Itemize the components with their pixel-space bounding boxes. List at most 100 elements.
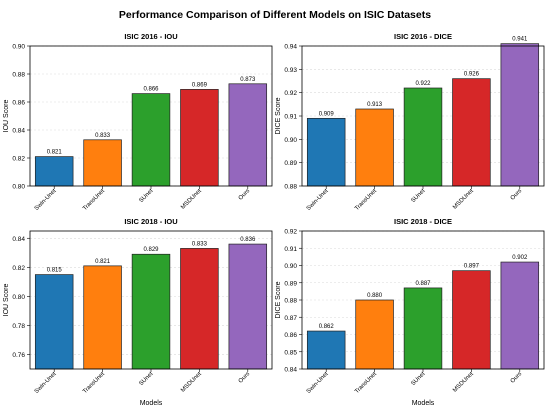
x-tick-label: MSDUnet	[452, 371, 475, 394]
chart-title: ISIC 2016 - IOU	[124, 32, 177, 41]
y-tick-label: 0.92	[284, 229, 297, 236]
bar	[306, 330, 346, 370]
axes-frame	[29, 230, 273, 370]
bar	[452, 78, 491, 187]
value-label: 0.833	[192, 241, 208, 247]
chart-panel: ISIC 2018 - DICE 0.84 0.85 0.86 0.87 0.88 0.89…	[275, 217, 545, 407]
y-tick-label: 0.76	[12, 352, 25, 359]
y-axis-label: DICE Score	[275, 281, 282, 318]
chart-title: ISIC 2018 - IOU	[124, 217, 177, 226]
y-tick-label: 0.91	[284, 246, 297, 253]
x-tick-label: SUnet	[138, 371, 154, 387]
bar	[228, 243, 268, 370]
bar	[355, 299, 394, 370]
x-tick-label: Ours	[510, 188, 523, 201]
y-tick-label: 0.89	[284, 160, 297, 167]
x-axis-label: Models	[140, 400, 163, 407]
bar	[403, 87, 443, 187]
value-label: 0.926	[464, 72, 480, 78]
bar	[228, 83, 268, 187]
bar	[131, 93, 171, 187]
chart-title: ISIC 2018 - DICE	[394, 217, 452, 226]
value-label: 0.836	[240, 237, 256, 243]
value-label: 0.922	[415, 81, 431, 87]
bar	[34, 156, 74, 187]
x-tick-label: Ours	[238, 371, 251, 384]
value-label: 0.880	[367, 293, 383, 299]
y-tick-label: 0.91	[284, 114, 297, 121]
value-label: 0.873	[240, 77, 256, 83]
figure-title: Performance Comparison of Different Mode…	[119, 9, 431, 21]
value-label: 0.833	[95, 133, 111, 139]
x-tick-label: TransUnet	[82, 371, 106, 395]
x-tick-label: TransUnet	[354, 188, 378, 212]
y-tick-label: 0.90	[12, 44, 25, 51]
value-label: 0.821	[47, 150, 63, 156]
bar	[180, 89, 219, 187]
bar	[180, 248, 219, 370]
bar	[131, 253, 171, 370]
y-axis-label: IOU Score	[3, 284, 10, 317]
bar	[403, 287, 443, 370]
value-label: 0.821	[95, 259, 111, 265]
y-tick-label: 0.78	[12, 323, 25, 330]
y-tick-label: 0.84	[12, 236, 25, 243]
x-tick-label: SUnet	[138, 188, 154, 204]
x-tick-label: SUnet	[410, 371, 426, 387]
bar	[306, 117, 346, 187]
y-tick-label: 0.86	[284, 332, 297, 339]
y-tick-label: 0.89	[284, 280, 297, 287]
y-tick-label: 0.80	[12, 294, 25, 301]
value-label: 0.887	[415, 281, 431, 287]
value-label: 0.866	[143, 87, 159, 93]
axes-frame	[301, 230, 545, 370]
value-label: 0.815	[47, 268, 63, 274]
value-label: 0.941	[512, 37, 528, 43]
y-tick-label: 0.80	[12, 184, 25, 191]
value-label: 0.897	[464, 264, 480, 270]
value-label: 0.909	[319, 111, 335, 117]
x-tick-label: Ours	[510, 371, 523, 384]
x-tick-label: TransUnet	[354, 371, 378, 395]
axes-frame	[301, 45, 545, 187]
y-tick-label: 0.85	[284, 349, 297, 356]
bar	[452, 270, 491, 370]
axes-frame	[29, 45, 273, 187]
x-tick-label: Swin-Unet	[34, 188, 58, 212]
x-tick-label: SUnet	[410, 188, 426, 204]
value-label: 0.902	[512, 255, 528, 261]
y-tick-label: 0.92	[284, 90, 297, 97]
y-tick-label: 0.93	[284, 67, 297, 74]
y-tick-label: 0.90	[284, 263, 297, 270]
y-tick-label: 0.87	[284, 315, 297, 322]
chart-panel: ISIC 2018 - IOU 0.76 0.78 0.80 0.82 0.84 0.815…	[3, 217, 273, 407]
y-tick-label: 0.88	[284, 184, 297, 191]
chart-panel: ISIC 2016 - DICE 0.88 0.89 0.90 0.91 0.92 0.93…	[275, 32, 545, 212]
x-tick-label: MSDUnet	[180, 188, 203, 211]
value-label: 0.862	[319, 324, 335, 330]
y-tick-label: 0.86	[12, 100, 25, 107]
y-axis-label: DICE Score	[275, 97, 282, 134]
bar	[500, 261, 540, 370]
x-tick-label: MSDUnet	[452, 188, 475, 211]
x-tick-label: Ours	[238, 188, 251, 201]
x-tick-label: Swin-Unet	[306, 371, 330, 395]
y-tick-label: 0.88	[12, 72, 25, 79]
y-tick-label: 0.84	[284, 367, 297, 374]
y-axis-label: IOU Score	[3, 100, 10, 133]
value-label: 0.913	[367, 102, 383, 108]
value-label: 0.829	[143, 247, 159, 253]
bar	[500, 43, 540, 187]
chart-title: ISIC 2016 - DICE	[394, 32, 452, 41]
y-tick-label: 0.82	[12, 156, 25, 163]
bar	[83, 265, 122, 370]
value-label: 0.869	[192, 82, 208, 88]
y-tick-label: 0.82	[12, 265, 25, 272]
bar	[34, 274, 74, 370]
x-tick-label: Swin-Unet	[306, 188, 330, 212]
x-tick-label: MSDUnet	[180, 371, 203, 394]
x-axis-label: Models	[412, 400, 435, 407]
chart-panel: ISIC 2016 - IOU 0.80 0.82 0.84 0.86 0.88 0.90 0…	[3, 32, 273, 212]
y-tick-label: 0.94	[284, 44, 297, 51]
